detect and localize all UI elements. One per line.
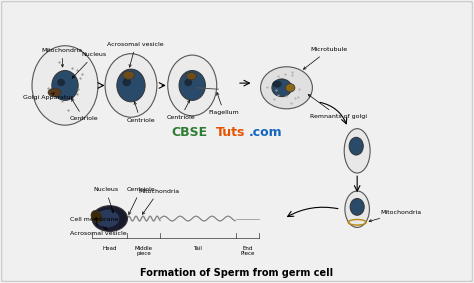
Text: CBSE: CBSE (171, 126, 207, 139)
Text: Head: Head (102, 246, 117, 251)
Ellipse shape (261, 67, 312, 109)
Ellipse shape (105, 54, 157, 117)
Ellipse shape (349, 137, 363, 155)
Text: Mitochondria: Mitochondria (369, 210, 422, 222)
Text: Middle
piece: Middle piece (135, 246, 153, 256)
Text: Nucleus: Nucleus (93, 187, 118, 213)
Ellipse shape (345, 191, 369, 228)
Text: .com: .com (249, 126, 283, 139)
Text: Nucleus: Nucleus (72, 53, 107, 78)
Ellipse shape (123, 71, 135, 80)
Ellipse shape (168, 55, 217, 116)
Text: Formation of Sperm from germ cell: Formation of Sperm from germ cell (140, 268, 334, 278)
Text: Acrosomal vesicle: Acrosomal vesicle (70, 217, 127, 236)
Text: Mitochondria: Mitochondria (41, 48, 82, 67)
Ellipse shape (350, 198, 364, 215)
Text: Cell membrane: Cell membrane (70, 217, 118, 230)
Text: End
Piece: End Piece (240, 246, 255, 256)
Ellipse shape (179, 70, 205, 100)
Ellipse shape (92, 206, 128, 231)
Ellipse shape (52, 70, 78, 100)
Ellipse shape (122, 78, 131, 86)
Ellipse shape (117, 69, 145, 102)
Ellipse shape (186, 72, 197, 80)
Ellipse shape (344, 129, 370, 173)
Text: Tail: Tail (193, 246, 202, 251)
Text: Centriole: Centriole (166, 100, 195, 120)
Text: Golgi Apparatus: Golgi Apparatus (23, 93, 73, 100)
Ellipse shape (184, 79, 192, 86)
Ellipse shape (57, 79, 65, 86)
Text: Centriole: Centriole (126, 187, 155, 215)
Ellipse shape (96, 210, 119, 228)
Text: Tuts: Tuts (216, 126, 245, 139)
Text: Flagellum: Flagellum (209, 93, 239, 115)
Text: Centriole: Centriole (70, 99, 98, 121)
Text: Mitochondria: Mitochondria (138, 189, 179, 214)
Ellipse shape (48, 88, 61, 97)
Text: Acrosomal vesicle: Acrosomal vesicle (108, 42, 164, 67)
Ellipse shape (273, 81, 282, 87)
Ellipse shape (32, 46, 98, 125)
Ellipse shape (285, 83, 295, 92)
Ellipse shape (272, 79, 292, 97)
Ellipse shape (91, 211, 102, 223)
Text: Microtubule: Microtubule (303, 47, 347, 69)
Text: Remnants of golgi: Remnants of golgi (308, 95, 367, 119)
Text: Centriole: Centriole (126, 102, 155, 123)
